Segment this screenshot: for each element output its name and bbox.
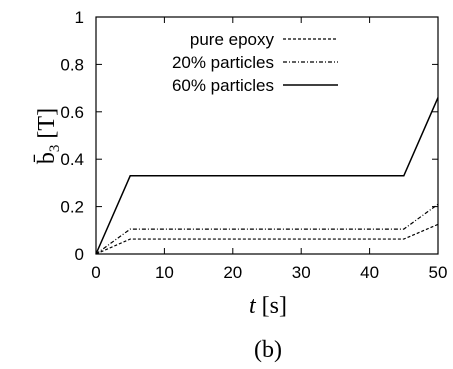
series-line <box>95 97 439 255</box>
axis-tick-labels: 0 10 20 30 40 50 0 0.2 0.4 0.6 0.8 1 <box>60 8 447 282</box>
series-lines <box>95 97 439 255</box>
y-tick-label: 0.2 <box>60 198 84 217</box>
y-tick-label: 1 <box>75 8 84 27</box>
y-tick-label: 0.8 <box>60 55 84 74</box>
y-axis-label: b̄3 [T] <box>34 108 63 164</box>
y-tick-label: 0.6 <box>60 103 84 122</box>
legend: pure epoxy 20% particles 60% particles <box>172 30 338 95</box>
x-tick-label: 10 <box>155 263 174 282</box>
x-tick-label: 0 <box>91 263 100 282</box>
legend-label: 60% particles <box>172 76 274 95</box>
plot-frame <box>95 16 439 255</box>
y-tick-label: 0 <box>75 245 84 264</box>
x-tick-label: 30 <box>292 263 311 282</box>
x-tick-label: 40 <box>360 263 379 282</box>
x-tick-label: 50 <box>429 263 448 282</box>
series-line <box>95 203 439 255</box>
x-tick-label: 20 <box>223 263 242 282</box>
legend-label: 20% particles <box>172 53 274 72</box>
y-tick-label: 0.4 <box>60 150 84 169</box>
figure-caption: (b) <box>254 337 282 363</box>
x-axis-label: t [s] <box>249 293 287 319</box>
legend-label: pure epoxy <box>190 30 275 49</box>
